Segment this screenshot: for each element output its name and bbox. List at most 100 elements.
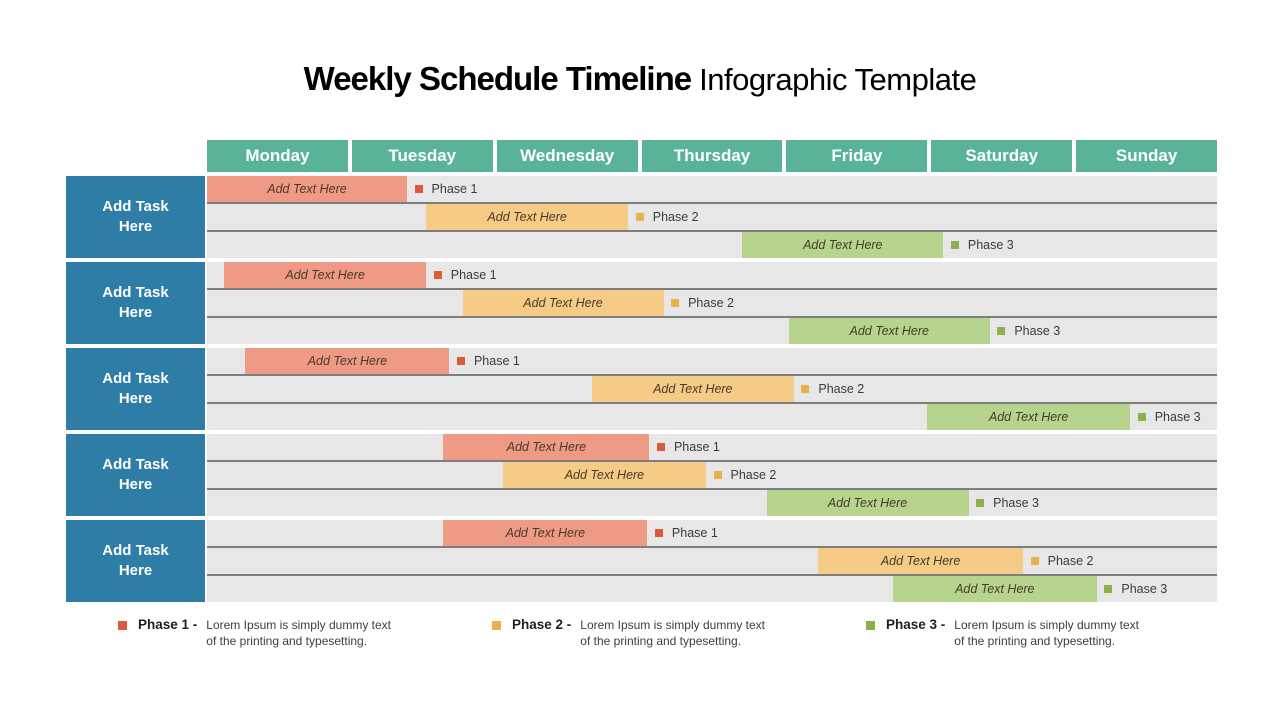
phase-name: Phase 3 [967,238,1014,252]
timeline-row: Add Text Here Phase 3 [207,318,1217,344]
phase-label: Phase 3 [997,318,1060,344]
phase-marker-icon [1104,585,1113,593]
timeline-rows: Add Text Here Phase 1 Add Text Here Phas… [207,520,1217,602]
task-label-text: Add Task Here [102,456,169,493]
task-groups: Add Task Here Add Text Here Phase 1 Add … [66,176,1217,602]
phase-marker-icon [976,499,985,507]
task-label-text: Add Task Here [102,284,169,321]
task-label-4[interactable]: Add Task Here [66,434,205,516]
phase-marker-icon [414,185,423,193]
task-group-4: Add Task Here Add Text Here Phase 1 Add … [66,434,1217,516]
phase-label: Phase 1 [654,520,718,546]
gantt-bar-phase2[interactable]: Add Text Here [426,204,629,230]
legend: Phase 1 - Lorem Ipsum is simply dummy te… [0,617,1280,661]
phase-label: Phase 2 [1030,548,1094,574]
gantt-bar-phase2[interactable]: Add Text Here [502,462,706,488]
phase-label: Phase 3 [1137,404,1201,430]
legend-phase-name: Phase 1 - [138,617,198,632]
legend-desc-line1: Lorem Ipsum is simply dummy text [954,618,1139,632]
bar-label: Add Text Here [523,296,603,310]
phase-name: Phase 3 [1154,410,1201,424]
legend-phase-name: Phase 2 - [512,617,572,632]
timeline-row: Add Text Here Phase 2 [207,204,1217,232]
task-label-text: Add Task Here [102,198,169,235]
task-label-text: Add Task Here [102,542,169,579]
task-group-3: Add Task Here Add Text Here Phase 1 Add … [66,348,1217,430]
phase-name: Phase 2 [730,468,777,482]
bar-label: Add Text Here [505,526,586,540]
phase-label: Phase 3 [950,232,1014,258]
legend-item-phase1: Phase 1 - Lorem Ipsum is simply dummy te… [118,617,391,649]
phase-label: Phase 1 [456,348,520,374]
gantt-bar-phase3[interactable]: Add Text Here [892,576,1097,602]
gantt-bar-phase1[interactable]: Add Text Here [443,520,648,546]
timeline-row: Add Text Here Phase 1 [207,348,1217,376]
phase-marker-icon [801,385,810,393]
phase-label: Phase 3 [976,490,1039,516]
bar-label: Add Text Here [564,468,645,482]
timeline-row: Add Text Here Phase 2 [207,548,1217,576]
phase-name: Phase 3 [1014,324,1061,338]
task-label-1[interactable]: Add Task Here [66,176,205,258]
timeline-row: Add Text Here Phase 3 [207,232,1217,258]
task-label-text: Add Task Here [102,370,169,407]
gantt-bar-phase3[interactable]: Add Text Here [927,404,1131,430]
phase-marker-icon [1137,413,1146,421]
phase-label: Phase 2 [713,462,777,488]
task-label-3[interactable]: Add Task Here [66,348,205,430]
gantt-bar-phase3[interactable]: Add Text Here [766,490,969,516]
gantt-bar-phase3[interactable]: Add Text Here [788,318,990,344]
day-header-saturday: Saturday [931,140,1073,172]
timeline-rows: Add Text Here Phase 1 Add Text Here Phas… [207,348,1217,430]
bar-label: Add Text Here [955,582,1035,596]
phase-marker-icon [671,299,680,307]
phase-name: Phase 3 [993,496,1039,510]
day-header-friday: Friday [786,140,928,172]
timeline-rows: Add Text Here Phase 1 Add Text Here Phas… [207,262,1217,344]
task-group-2: Add Task Here Add Text Here Phase 1 Add … [66,262,1217,344]
phase-marker-icon [456,357,465,365]
gantt-bar-phase1[interactable]: Add Text Here [443,434,650,460]
gantt-bar-phase2[interactable]: Add Text Here [462,290,664,316]
gantt-bar-phase3[interactable]: Add Text Here [742,232,944,258]
gantt-bar-phase2[interactable]: Add Text Here [591,376,794,402]
gantt-chart: Monday Tuesday Wednesday Thursday Friday… [66,140,1218,602]
phase-name: Phase 2 [1047,554,1094,568]
legend-desc-line1: Lorem Ipsum is simply dummy text [580,618,765,632]
timeline-row: Add Text Here Phase 2 [207,376,1217,404]
phase-marker-icon [713,471,722,479]
legend-desc: Lorem Ipsum is simply dummy text of the … [954,617,1139,649]
bar-label: Add Text Here [988,410,1069,424]
legend-marker-phase2-icon [492,621,501,630]
legend-item-phase3: Phase 3 - Lorem Ipsum is simply dummy te… [866,617,1139,649]
phase-name: Phase 1 [673,440,720,454]
phase-label: Phase 2 [671,290,734,316]
timeline-row: Add Text Here Phase 1 [207,434,1217,462]
timeline-row: Add Text Here Phase 2 [207,462,1217,490]
gantt-bar-phase2[interactable]: Add Text Here [818,548,1024,574]
phase-marker-icon [950,241,959,249]
bar-label: Add Text Here [827,496,908,510]
legend-desc: Lorem Ipsum is simply dummy text of the … [206,617,391,649]
legend-marker-phase3-icon [866,621,875,630]
phase-label: Phase 1 [656,434,720,460]
phase-marker-icon [656,443,665,451]
task-label-5[interactable]: Add Task Here [66,520,205,602]
bar-label: Add Text Here [267,182,347,196]
page-title: Weekly Schedule Timeline Infographic Temp… [0,58,1280,101]
timeline-row: Add Text Here Phase 1 [207,176,1217,204]
timeline-row: Add Text Here Phase 1 [207,262,1217,290]
timeline-row: Add Text Here Phase 3 [207,404,1217,430]
task-label-2[interactable]: Add Task Here [66,262,205,344]
gantt-bar-phase1[interactable]: Add Text Here [245,348,450,374]
timeline-row: Add Text Here Phase 1 [207,520,1217,548]
legend-desc: Lorem Ipsum is simply dummy text of the … [580,617,765,649]
legend-desc-line2: of the printing and typesetting. [580,634,742,648]
gantt-bar-phase1[interactable]: Add Text Here [224,262,427,288]
day-header-row: Monday Tuesday Wednesday Thursday Friday… [207,140,1218,172]
gantt-bar-phase1[interactable]: Add Text Here [207,176,407,202]
phase-name: Phase 1 [473,354,520,368]
phase-marker-icon [654,529,663,537]
phase-marker-icon [635,213,644,221]
bar-label: Add Text Here [506,440,587,454]
